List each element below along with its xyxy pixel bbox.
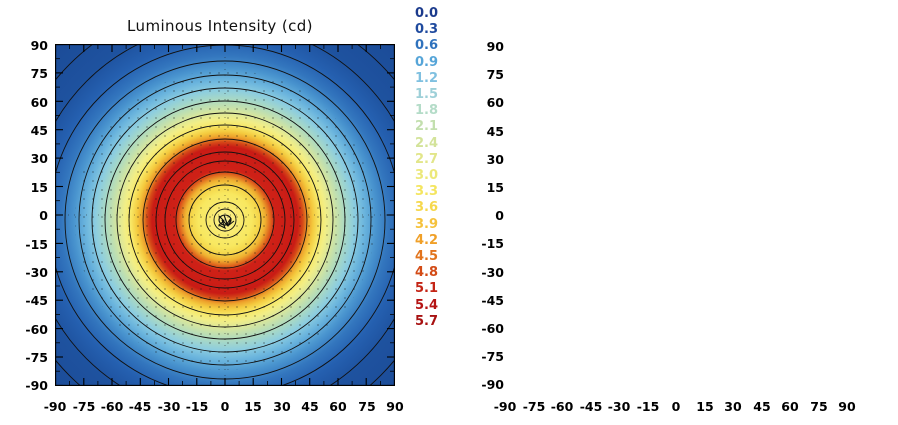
luminous-intensity-plot bbox=[55, 44, 395, 386]
left-ytick-m15: -15 bbox=[25, 237, 48, 252]
right-ytick-m45: -45 bbox=[481, 293, 504, 308]
left-ytick-m60: -60 bbox=[25, 322, 48, 337]
left-legend-entry: 2.7 bbox=[415, 151, 439, 167]
left-xtick-75: 75 bbox=[358, 399, 376, 414]
left-xtick-m90: -90 bbox=[43, 399, 67, 414]
left-xtick-m75: -75 bbox=[72, 399, 96, 414]
right-xtick-m90: -90 bbox=[493, 399, 517, 414]
left-ytick-75: 75 bbox=[30, 66, 48, 81]
left-legend-entry: 0.0 bbox=[415, 6, 439, 21]
left-colorbar-legend: 0.0 0.3 0.6 0.9 1.2 1.5 1.8 2.1 2.4 2.7 3.0 3.3 3.6 3… bbox=[415, 6, 438, 330]
left-plot-title: Luminous Intensity (cd) bbox=[127, 17, 313, 35]
left-ytick-30: 30 bbox=[30, 151, 48, 166]
right-ytick-m15: -15 bbox=[481, 236, 504, 251]
left-ytick-15: 15 bbox=[30, 180, 48, 195]
right-xtick-60: 60 bbox=[781, 399, 799, 414]
left-legend-entry: 0.6 bbox=[415, 38, 439, 54]
right-ytick-m75: -75 bbox=[481, 349, 504, 364]
luminance-plot-panel: Luminance Plot (cd/m^2) bbox=[452, 0, 898, 425]
left-legend-entry: 1.8 bbox=[415, 103, 439, 119]
left-xtick-45: 45 bbox=[301, 399, 319, 414]
left-ytick-45: 45 bbox=[30, 123, 48, 138]
right-xtick-m30: -30 bbox=[607, 399, 631, 414]
left-legend-entry: 2.4 bbox=[415, 135, 439, 151]
left-legend-entry: 3.6 bbox=[415, 200, 439, 216]
left-legend-entry: 4.2 bbox=[415, 232, 439, 248]
left-legend-entry: 3.3 bbox=[415, 184, 439, 200]
left-xtick-15: 15 bbox=[244, 399, 262, 414]
right-xtick-m15: -15 bbox=[636, 399, 660, 414]
left-legend-entry: 2.1 bbox=[415, 119, 439, 135]
right-xtick-m60: -60 bbox=[550, 399, 574, 414]
right-xtick-90: 90 bbox=[838, 399, 856, 414]
right-xtick-30: 30 bbox=[724, 399, 742, 414]
right-ytick-90: 90 bbox=[486, 39, 504, 54]
left-xtick-m60: -60 bbox=[100, 399, 124, 414]
left-ytick-60: 60 bbox=[30, 95, 48, 110]
left-xtick-0: 0 bbox=[220, 399, 230, 414]
left-ytick-0: 0 bbox=[39, 208, 48, 223]
right-ytick-30: 30 bbox=[486, 152, 504, 167]
left-legend-entry: 5.7 bbox=[415, 313, 439, 329]
right-xtick-m45: -45 bbox=[579, 399, 603, 414]
left-legend-entry: 4.8 bbox=[415, 265, 439, 281]
right-ytick-m90: -90 bbox=[481, 377, 504, 392]
left-legend-entry: 0.9 bbox=[415, 54, 439, 70]
left-contour-field bbox=[56, 45, 394, 385]
left-xtick-m45: -45 bbox=[128, 399, 152, 414]
right-ytick-m60: -60 bbox=[481, 321, 504, 336]
left-legend-entry: 3.0 bbox=[415, 168, 439, 184]
left-grid bbox=[56, 45, 394, 385]
right-xtick-0: 0 bbox=[671, 399, 681, 414]
right-xtick-75: 75 bbox=[810, 399, 828, 414]
right-xtick-15: 15 bbox=[696, 399, 714, 414]
left-legend-entry: 4.5 bbox=[415, 249, 439, 265]
left-axis-frame bbox=[55, 44, 395, 386]
right-xtick-45: 45 bbox=[753, 399, 771, 414]
left-xtick-90: 90 bbox=[386, 399, 404, 414]
left-xtick-60: 60 bbox=[329, 399, 347, 414]
left-ytick-m30: -30 bbox=[25, 265, 48, 280]
left-xtick-m15: -15 bbox=[185, 399, 209, 414]
right-ytick-45: 45 bbox=[486, 124, 504, 139]
luminous-intensity-panel: Luminous Intensity (cd) bbox=[25, 6, 438, 414]
left-legend-entry: 5.4 bbox=[415, 297, 439, 313]
left-legend-entry: 1.2 bbox=[415, 70, 439, 86]
right-xtick-m75: -75 bbox=[522, 399, 546, 414]
left-ytick-m75: -75 bbox=[25, 350, 48, 365]
left-legend-entry: 5.1 bbox=[415, 281, 439, 297]
right-ytick-75: 75 bbox=[486, 67, 504, 82]
right-ytick-60: 60 bbox=[486, 95, 504, 110]
right-ytick-15: 15 bbox=[486, 180, 504, 195]
left-legend-entry: 1.5 bbox=[415, 87, 439, 103]
left-xtick-m30: -30 bbox=[157, 399, 181, 414]
right-ytick-m30: -30 bbox=[481, 265, 504, 280]
left-ytick-90: 90 bbox=[30, 38, 48, 53]
left-ytick-m45: -45 bbox=[25, 293, 48, 308]
left-xtick-30: 30 bbox=[273, 399, 291, 414]
right-ytick-0: 0 bbox=[495, 208, 504, 223]
left-ytick-m90: -90 bbox=[25, 378, 48, 393]
left-legend-entry: 0.3 bbox=[415, 22, 439, 38]
left-legend-entry: 3.9 bbox=[415, 216, 439, 232]
